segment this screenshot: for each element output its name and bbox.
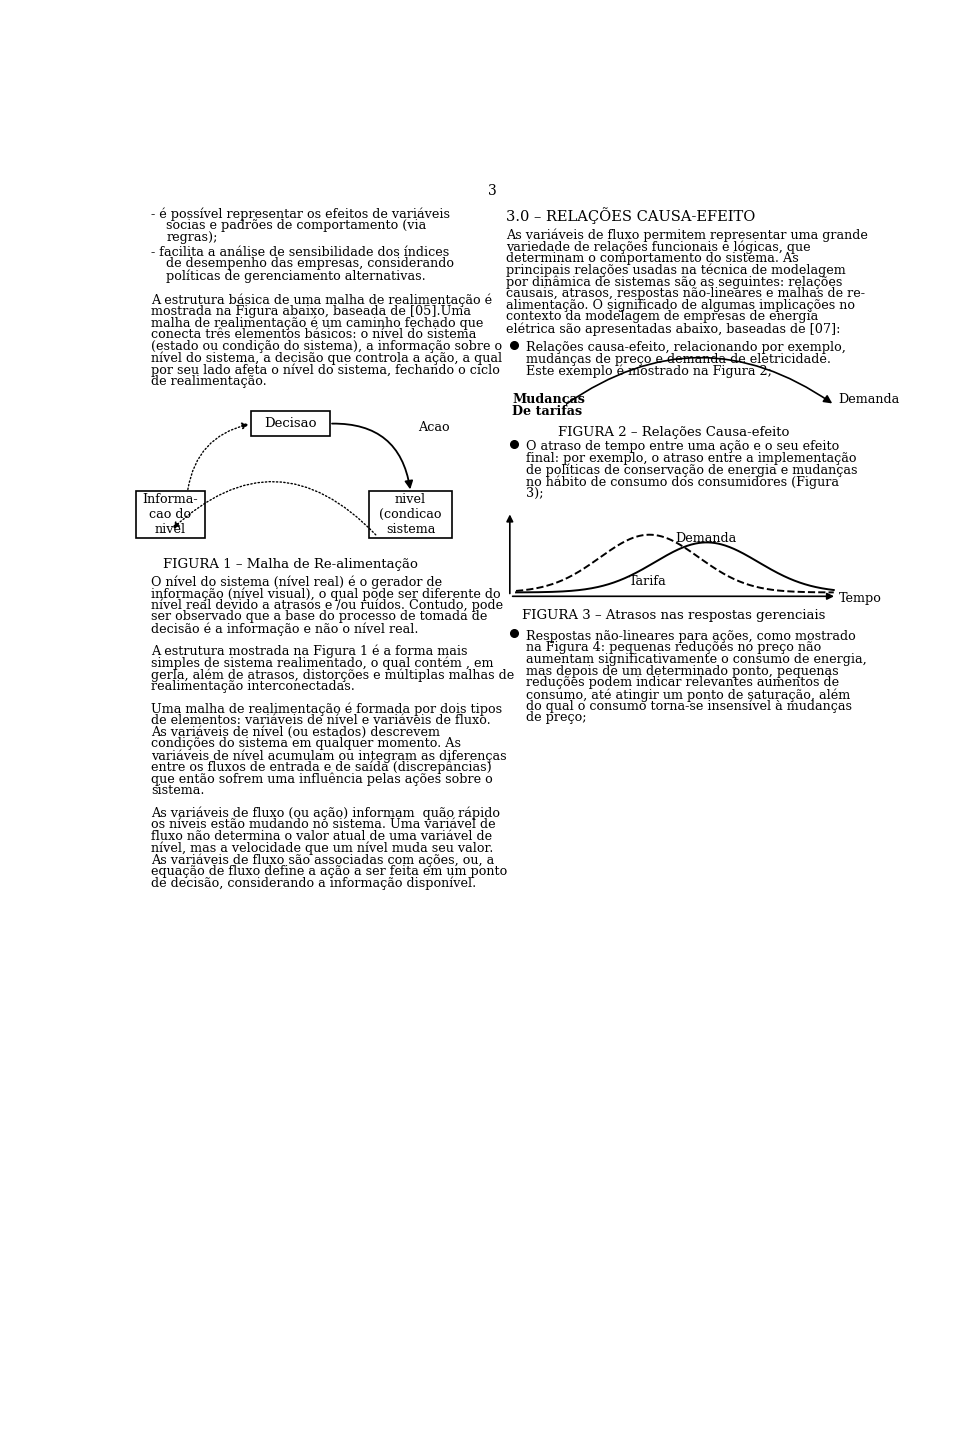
Text: A estrutura básica de uma malha de realimentação é: A estrutura básica de uma malha de reali… xyxy=(151,294,492,307)
Text: de desempenho das empresas, considerando: de desempenho das empresas, considerando xyxy=(166,258,454,271)
Text: FIGURA 1 – Malha de Re-alimentação: FIGURA 1 – Malha de Re-alimentação xyxy=(163,559,418,572)
Text: Respostas não-lineares para ações, como mostrado: Respostas não-lineares para ações, como … xyxy=(526,629,856,642)
Text: Demanda: Demanda xyxy=(675,531,736,544)
Text: os níveis estão mudando no sistema. Uma variável de: os níveis estão mudando no sistema. Uma … xyxy=(151,818,495,831)
Text: Uma malha de realimentação é formada por dois tipos: Uma malha de realimentação é formada por… xyxy=(151,703,502,716)
Text: Acao: Acao xyxy=(419,420,450,433)
Text: Mudanças: Mudanças xyxy=(512,393,585,406)
Text: variedade de relações funcionais e lógicas, que: variedade de relações funcionais e lógic… xyxy=(506,240,810,253)
Text: variáveis de nível acumulam ou integram as diferenças: variáveis de nível acumulam ou integram … xyxy=(151,749,507,763)
Text: 3.0 – RELAÇÕES CAUSA-EFEITO: 3.0 – RELAÇÕES CAUSA-EFEITO xyxy=(506,207,756,225)
Text: na Figura 4: pequenas reduções no preço não: na Figura 4: pequenas reduções no preço … xyxy=(526,641,822,654)
Text: Tarifa: Tarifa xyxy=(629,576,667,589)
Text: - é possível representar os efeitos de variáveis: - é possível representar os efeitos de v… xyxy=(151,207,450,220)
Text: aumentam significativamente o consumo de energia,: aumentam significativamente o consumo de… xyxy=(526,652,867,665)
Text: de elementos: variáveis de nível e variáveis de fluxo.: de elementos: variáveis de nível e variá… xyxy=(151,714,491,727)
Text: de decisão, considerando a informação disponível.: de decisão, considerando a informação di… xyxy=(151,877,476,890)
FancyBboxPatch shape xyxy=(135,491,205,537)
Text: de preço;: de preço; xyxy=(526,711,587,724)
Text: sistema.: sistema. xyxy=(151,785,204,798)
FancyBboxPatch shape xyxy=(251,412,330,436)
Text: Informa-
cao do
nivel: Informa- cao do nivel xyxy=(143,492,198,536)
Text: gerla, além de atrasos, distorções e múltiplas malhas de: gerla, além de atrasos, distorções e múl… xyxy=(151,668,515,681)
Text: Demanda: Demanda xyxy=(838,393,900,406)
Text: De tarifas: De tarifas xyxy=(512,405,583,418)
FancyBboxPatch shape xyxy=(370,491,452,537)
Text: elétrica são apresentadas abaixo, baseadas de [07]:: elétrica são apresentadas abaixo, basead… xyxy=(506,323,840,336)
Text: consumo, até atingir um ponto de saturação, além: consumo, até atingir um ponto de saturaç… xyxy=(526,688,851,701)
Text: FIGURA 2 – Relações Causa-efeito: FIGURA 2 – Relações Causa-efeito xyxy=(558,426,789,439)
Text: Tempo: Tempo xyxy=(838,592,881,605)
Text: - facilita a análise de sensibilidade dos índices: - facilita a análise de sensibilidade do… xyxy=(151,246,449,259)
Text: final: por exemplo, o atraso entre a implementação: final: por exemplo, o atraso entre a imp… xyxy=(526,452,856,465)
Text: mudanças de preço e demanda de eletricidade.: mudanças de preço e demanda de eletricid… xyxy=(526,353,831,366)
Text: realimentação interconectadas.: realimentação interconectadas. xyxy=(151,680,355,693)
Text: ser observado que a base do processo de tomada de: ser observado que a base do processo de … xyxy=(151,611,488,624)
Text: equação de fluxo define a ação a ser feita em um ponto: equação de fluxo define a ação a ser fei… xyxy=(151,865,507,878)
Text: Este exemplo é mostrado na Figura 2;: Este exemplo é mostrado na Figura 2; xyxy=(526,364,772,379)
Text: principais relações usadas na técnica de modelagem: principais relações usadas na técnica de… xyxy=(506,264,846,276)
Text: políticas de gerenciamento alternativas.: políticas de gerenciamento alternativas. xyxy=(166,269,426,282)
Text: decisão é a informação e não o nível real.: decisão é a informação e não o nível rea… xyxy=(151,622,419,635)
Text: simples de sistema realimentado, o qual contém , em: simples de sistema realimentado, o qual … xyxy=(151,657,493,670)
Text: Relações causa-efeito, relacionando por exemplo,: Relações causa-efeito, relacionando por … xyxy=(526,341,846,354)
Text: nível real devido a atrasos e /ou ruídos. Contudo, pode: nível real devido a atrasos e /ou ruídos… xyxy=(151,599,503,612)
Text: mostrada na Figura abaixo, baseada de [05].Uma: mostrada na Figura abaixo, baseada de [0… xyxy=(151,305,471,318)
Text: O nível do sistema (nível real) é o gerador de: O nível do sistema (nível real) é o gera… xyxy=(151,576,443,589)
Text: Decisao: Decisao xyxy=(264,418,317,431)
Text: nivel
(condicao
sistema: nivel (condicao sistema xyxy=(379,492,442,536)
Text: condições do sistema em qualquer momento. As: condições do sistema em qualquer momento… xyxy=(151,737,461,750)
Text: causais, atrasos, respostas não-lineares e malhas de re-: causais, atrasos, respostas não-lineares… xyxy=(506,287,865,300)
Text: de realimentação.: de realimentação. xyxy=(151,374,267,387)
Text: informação (nível visual), o qual pode ser diferente do: informação (nível visual), o qual pode s… xyxy=(151,588,500,600)
Text: socias e padrões de comportamento (via: socias e padrões de comportamento (via xyxy=(166,219,427,232)
Text: 3: 3 xyxy=(488,184,496,199)
Text: As variáveis de nível (ou estados) descrevem: As variáveis de nível (ou estados) descr… xyxy=(151,726,440,739)
Text: que então sofrem uma influência pelas ações sobre o: que então sofrem uma influência pelas aç… xyxy=(151,772,492,786)
Text: mas depois de um determinado ponto, pequenas: mas depois de um determinado ponto, pequ… xyxy=(526,665,839,678)
Text: As variáveis de fluxo (ou ação) informam  quão rápido: As variáveis de fluxo (ou ação) informam… xyxy=(151,806,500,821)
Text: As variáveis de fluxo permitem representar uma grande: As variáveis de fluxo permitem represent… xyxy=(506,229,868,242)
Text: por dinâmica de sistemas são as seguintes: relações: por dinâmica de sistemas são as seguinte… xyxy=(506,275,842,288)
Text: 3);: 3); xyxy=(526,487,543,500)
Text: determinam o comportamento do sistema. As: determinam o comportamento do sistema. A… xyxy=(506,252,799,265)
Text: alimentação. O significado de algumas implicações no: alimentação. O significado de algumas im… xyxy=(506,298,855,311)
Text: reduções podem indicar relevantes aumentos de: reduções podem indicar relevantes aument… xyxy=(526,677,839,690)
Text: conecta três elementos básicos: o nível do sistema: conecta três elementos básicos: o nível … xyxy=(151,328,476,341)
Text: fluxo não determina o valor atual de uma variável de: fluxo não determina o valor atual de uma… xyxy=(151,829,492,842)
Text: de políticas de conservação de energia e mudanças: de políticas de conservação de energia e… xyxy=(526,464,857,477)
Text: no hábito de consumo dos consumidores (Figura: no hábito de consumo dos consumidores (F… xyxy=(526,475,839,488)
Text: contexto da modelagem de empresas de energia: contexto da modelagem de empresas de ene… xyxy=(506,311,818,324)
Text: malha de realimentação é um caminho fechado que: malha de realimentação é um caminho fech… xyxy=(151,317,484,330)
Text: nível, mas a velocidade que um nível muda seu valor.: nível, mas a velocidade que um nível mud… xyxy=(151,842,493,855)
Text: O atraso de tempo entre uma ação e o seu efeito: O atraso de tempo entre uma ação e o seu… xyxy=(526,441,839,454)
Text: nível do sistema, a decisão que controla a ação, a qual: nível do sistema, a decisão que controla… xyxy=(151,351,502,366)
Text: regras);: regras); xyxy=(166,230,218,243)
Text: entre os fluxos de entrada e de saída (discrepâncias): entre os fluxos de entrada e de saída (d… xyxy=(151,760,492,775)
Text: FIGURA 3 – Atrasos nas respostas gerenciais: FIGURA 3 – Atrasos nas respostas gerenci… xyxy=(521,609,825,622)
Text: (estado ou condição do sistema), a informação sobre o: (estado ou condição do sistema), a infor… xyxy=(151,340,502,353)
Text: A estrutura mostrada na Figura 1 é a forma mais: A estrutura mostrada na Figura 1 é a for… xyxy=(151,645,468,658)
Text: As variáveis de fluxo são associadas com ações, ou, a: As variáveis de fluxo são associadas com… xyxy=(151,854,494,867)
Text: do qual o consumo torna-se insensível à mudanças: do qual o consumo torna-se insensível à … xyxy=(526,700,852,713)
Text: por seu lado afeta o nível do sistema, fechando o ciclo: por seu lado afeta o nível do sistema, f… xyxy=(151,363,500,377)
